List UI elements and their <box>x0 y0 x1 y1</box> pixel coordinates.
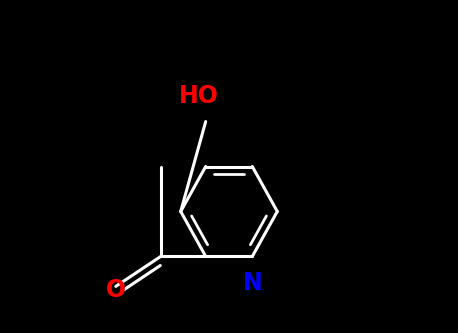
Text: O: O <box>106 278 126 302</box>
Text: HO: HO <box>179 84 219 108</box>
Text: N: N <box>242 271 262 295</box>
